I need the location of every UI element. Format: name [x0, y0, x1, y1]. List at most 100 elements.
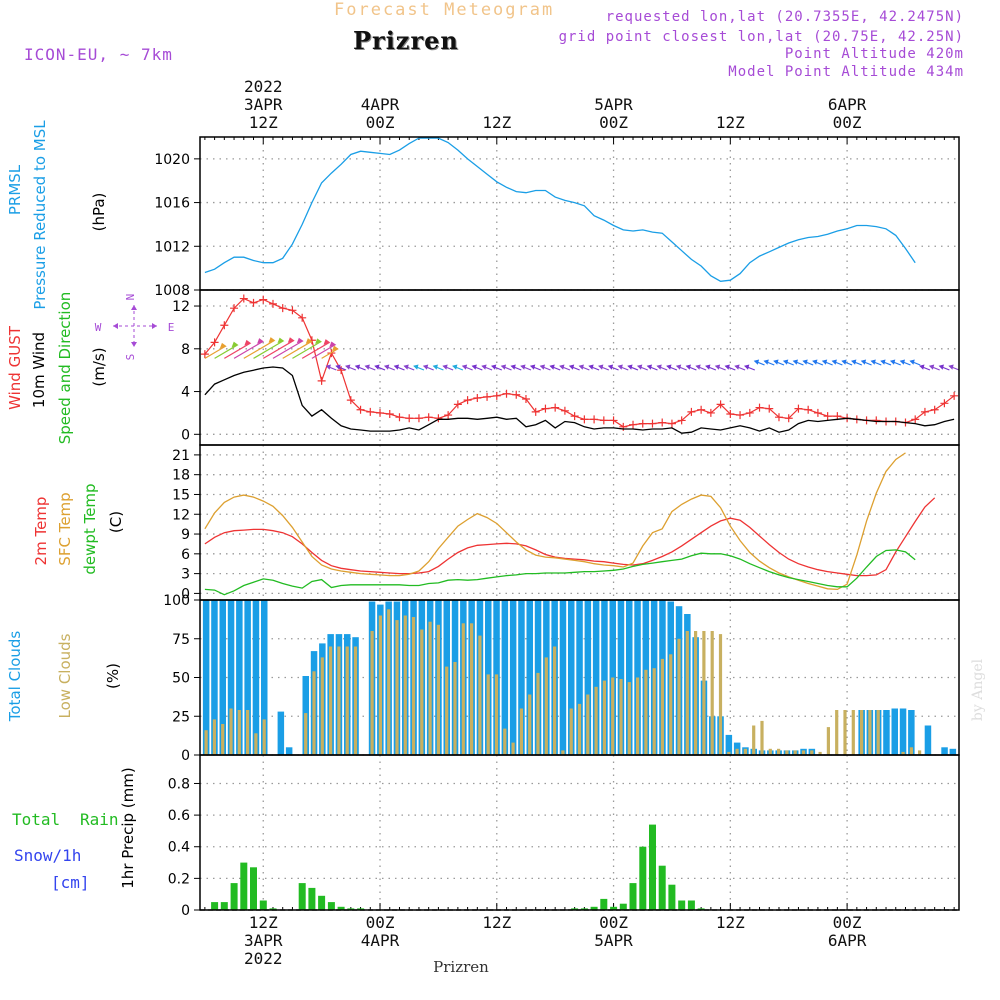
gust-marker	[716, 400, 725, 409]
snow-label: Snow/1h	[14, 846, 81, 865]
low-cloud-bar	[536, 672, 540, 755]
gust-marker	[804, 405, 813, 414]
wind-direction-arrowhead	[802, 359, 808, 365]
total-cloud-bar	[576, 600, 583, 755]
wind-direction-arrowhead	[753, 359, 760, 365]
low-cloud-bar	[212, 719, 216, 755]
low-cloud-bar	[345, 646, 349, 755]
gust-marker	[259, 295, 268, 304]
wind-direction-arrowhead	[296, 337, 304, 344]
wind-direction-arrowhead	[841, 359, 847, 365]
gust-marker	[706, 408, 715, 417]
footer-station: Prizren	[433, 958, 489, 976]
wind-direction-arrowhead	[928, 364, 935, 370]
wind-direction-arrowhead	[636, 364, 643, 370]
total-cloud-bar	[236, 600, 243, 755]
pressure-y-tick-label: 1016	[154, 196, 190, 212]
wind-direction-arrow	[311, 344, 336, 359]
bottom-time-label: 4APR	[361, 931, 400, 950]
wind-direction-arrowhead	[257, 338, 265, 344]
low-cloud-bar	[511, 742, 515, 755]
low-cloud-bar	[470, 623, 474, 756]
wind-direction-arrowhead	[345, 364, 351, 370]
wind-direction-arrowhead	[773, 359, 779, 365]
rain-bar	[668, 884, 676, 910]
top-time-label: 6APR	[828, 95, 867, 114]
precip-panel-border	[199, 754, 960, 911]
low-cloud-bar	[743, 748, 747, 755]
wind-direction-arrowhead	[792, 359, 798, 365]
gust-marker	[210, 338, 219, 347]
low-cloud-bar	[246, 710, 250, 755]
total-cloud-bar	[941, 747, 948, 756]
dewpoint-line	[204, 549, 916, 596]
low-cloud-bar	[818, 751, 822, 755]
wind-direction-arrow	[224, 342, 251, 359]
credit-label: by Angel	[970, 658, 986, 721]
low-cloud-bar	[337, 646, 341, 755]
rain-bar	[240, 862, 248, 910]
bottom-time-label: 5APR	[594, 931, 633, 950]
gust-marker	[667, 419, 676, 428]
low-cloud-bar	[528, 694, 532, 755]
top-time-label: 12Z	[716, 113, 745, 132]
low-cloud-bar	[420, 629, 424, 755]
temperature-y-tick-label: 12	[172, 507, 190, 523]
wind-direction-arrowhead	[685, 364, 691, 370]
wind-direction-arrowhead	[588, 364, 594, 370]
low-cloud-bar	[428, 621, 432, 755]
wind-direction-arrowhead	[812, 359, 818, 365]
prmsl-label: PRMSL	[6, 164, 24, 215]
gust-marker	[463, 396, 472, 405]
temperature-y-tick-label: 15	[172, 487, 190, 503]
temperature-y-tick-label: 21	[172, 448, 190, 464]
rain-bar	[580, 908, 588, 910]
wind-direction-arrowhead	[452, 364, 458, 370]
gust-marker	[813, 408, 822, 417]
total-cloud-bar	[568, 600, 575, 755]
wind-y-tick-label: 0	[181, 427, 190, 443]
wind-y-tick-label: 8	[181, 342, 190, 358]
wind-direction-arrowhead	[287, 337, 295, 343]
gust-marker	[531, 407, 540, 416]
wind-direction-arrowhead	[646, 364, 653, 370]
total-label: Total	[12, 810, 60, 829]
temperature-y-tick-label: 6	[181, 547, 190, 563]
rain-bar	[678, 900, 686, 910]
low-clouds-label: Low Clouds	[56, 633, 74, 718]
wind-direction-arrow	[214, 344, 238, 359]
gust-marker	[239, 294, 248, 303]
total-cloud-bar	[891, 708, 898, 755]
clouds-y-tick-label: 100	[163, 593, 190, 609]
rain-bar	[658, 865, 666, 910]
total-cloud-bar	[626, 600, 633, 755]
precip-y-tick-label: 0.4	[168, 840, 190, 856]
compass-n-label: N	[124, 294, 137, 301]
top-time-label: 12Z	[482, 113, 511, 132]
wind-panel-border	[199, 289, 960, 446]
gust-marker	[658, 418, 667, 427]
gust-marker	[736, 411, 745, 420]
total-cloud-bar	[211, 600, 218, 755]
temperature-y-tick-label: 9	[181, 527, 190, 543]
gust-marker	[599, 416, 608, 425]
wind-direction-arrowhead	[880, 359, 886, 365]
gust-marker	[940, 399, 949, 408]
direction-label: Speed and Direction	[56, 292, 74, 445]
bottom-time-label: 6APR	[828, 931, 867, 950]
wind-direction-arrowhead	[403, 364, 409, 370]
temp-unit-label: (C)	[107, 511, 125, 533]
temperature-y-tick-label: 18	[172, 468, 190, 484]
rain-bar	[619, 903, 627, 910]
gust-marker	[512, 390, 521, 399]
gust-marker	[911, 415, 920, 424]
gust-marker	[677, 416, 686, 425]
low-cloud-bar	[619, 679, 623, 755]
snow-unit-label: [cm]	[51, 873, 90, 892]
low-cloud-bar	[602, 680, 606, 755]
wind-direction-arrowhead	[422, 364, 429, 370]
gust-marker	[346, 396, 355, 405]
low-cloud-bar	[901, 751, 905, 755]
gust-marker	[794, 404, 803, 413]
total-cloud-bar	[899, 708, 907, 755]
